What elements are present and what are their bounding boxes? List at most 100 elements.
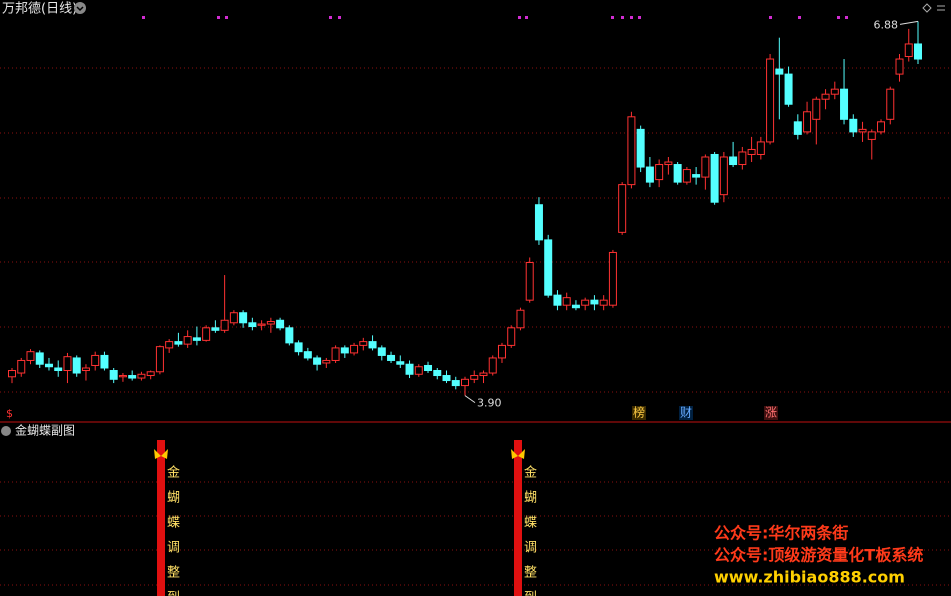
signal-char: 到 [167,591,180,596]
marker: 榜 [633,405,645,420]
candle-body [128,375,137,379]
candle-body [812,98,821,120]
candle-body [350,344,359,354]
candle-body [886,88,895,120]
signal-char: 金 [167,465,180,481]
candle-body [165,341,174,349]
candle-body [118,375,127,378]
candle-body [91,354,100,366]
diamond-icon[interactable] [922,3,932,13]
candle-body [488,357,497,374]
annotation-arrow [464,395,476,404]
candle-body [904,43,913,58]
candle-body [719,156,728,196]
signal-char: 蝶 [167,516,180,531]
marker-box [632,406,646,420]
candle-body [664,161,673,166]
candle-body [803,111,812,133]
candle-body [581,299,590,306]
candle-body [497,344,506,359]
candle-body [183,336,192,345]
annotation: 3.90 [477,397,502,410]
candle-body [331,347,340,361]
candle-body [433,370,442,377]
candle-body [470,375,479,380]
marker-box [764,406,778,420]
candle-body [516,309,525,329]
candle-body [608,251,617,306]
watermark: 公众号:华尔两条街 [714,524,848,543]
candle-body [747,148,756,155]
candle-body [211,327,220,331]
candle-body [146,371,155,377]
candle-body [461,378,469,387]
candle-body [534,204,543,241]
candle-body [562,297,571,306]
candle-body [525,261,534,301]
candle-body [17,359,26,374]
candle-body [645,166,654,183]
candle-body [895,58,904,75]
signal-columns: 金蝴蝶调整到 金蝴蝶调整到 [154,440,537,596]
annotation-arrow [899,20,919,25]
candle-body [729,156,738,166]
candle-body [285,327,294,344]
butterfly [511,449,525,459]
candle-body [618,184,627,233]
candle-body [544,239,553,296]
candle-body [424,364,433,372]
candle-body [63,356,72,372]
menu-button[interactable] [1,426,11,436]
candle-body [840,88,849,120]
chevron [76,6,84,12]
candle-body [359,341,368,346]
candle-body [294,342,303,353]
signal-char: 调 [167,541,180,556]
candle-body [368,341,377,349]
candle-body [914,43,922,60]
marker-box [679,406,693,420]
candle-body [673,164,682,183]
candle-body [109,370,118,380]
candle-body [35,352,44,365]
candle-body [396,361,405,365]
resize-icon[interactable] [937,5,945,11]
candle-body [821,93,830,100]
candle-body [590,299,599,305]
candle-body [479,372,488,377]
signal-char: 金 [524,465,537,481]
candle-body [655,164,664,181]
candle-body [756,141,765,155]
candle-body [72,357,81,374]
candle-body [54,367,63,372]
chart-title: 万邦德(日线) [2,2,77,17]
candle-body [220,319,229,331]
candle-body [775,68,784,75]
candle-body [738,151,747,166]
candle-body [322,359,331,364]
menu-button[interactable] [74,2,86,14]
candle-body [627,116,636,186]
candle-body [257,323,266,326]
grid [0,67,951,586]
candle-body [377,347,386,356]
candle-body [26,351,35,361]
candle-body [44,363,53,368]
marker: 财 [680,406,692,420]
candle-body [682,169,691,183]
candle-body [192,337,201,341]
candle-body [405,363,414,375]
candle-body [766,58,775,143]
signal-char: 调 [524,541,537,556]
signal-bar [157,440,165,596]
candle-body [553,294,562,306]
signal-char: 蝴 [167,491,180,506]
candle-body [442,375,451,382]
candle-body [793,121,802,135]
signal-char: 整 [524,566,537,581]
candle-body [599,299,608,306]
candle-body [276,319,285,329]
candle-body [155,346,164,373]
candle-body [387,354,396,361]
